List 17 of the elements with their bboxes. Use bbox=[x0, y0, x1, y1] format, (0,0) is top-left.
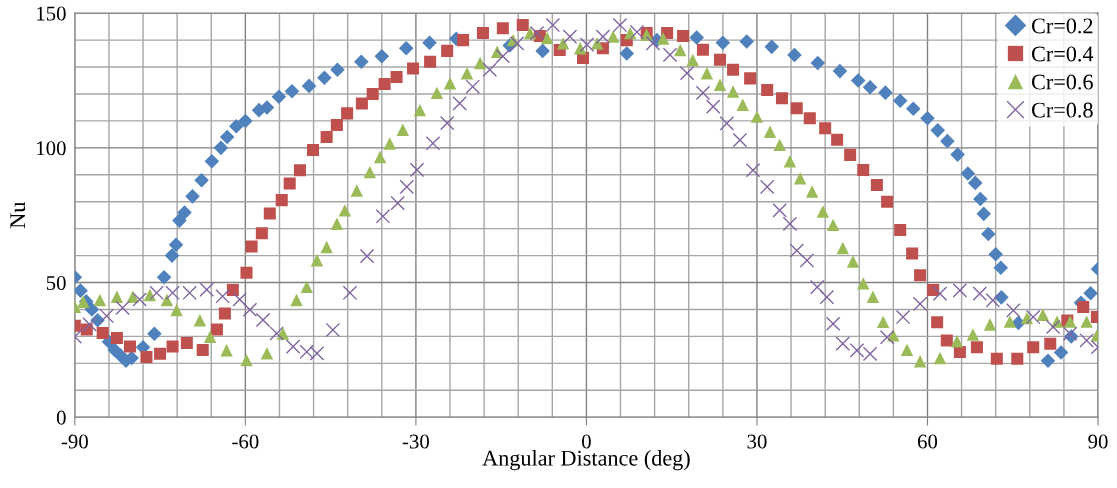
x-tick-label: 30 bbox=[747, 434, 767, 449]
legend-label: Cr=0.2 bbox=[1031, 18, 1093, 34]
x-tick-label: 0 bbox=[582, 434, 591, 449]
x-tick-label: -60 bbox=[232, 434, 259, 449]
x-tick-label: -90 bbox=[61, 434, 88, 449]
x-tick-label: 60 bbox=[917, 434, 938, 449]
y-tick-label: 0 bbox=[56, 410, 66, 425]
y-tick-label: 100 bbox=[37, 141, 66, 156]
y-tick-label: 50 bbox=[46, 275, 66, 290]
x-tick-label: 90 bbox=[1088, 434, 1108, 449]
legend-label: Cr=0.8 bbox=[1031, 102, 1093, 118]
x-tick-label: -30 bbox=[402, 434, 429, 449]
legend-label: Cr=0.6 bbox=[1031, 74, 1093, 90]
legend-label: Cr=0.4 bbox=[1031, 46, 1094, 62]
x-axis-title: Angular Distance (deg) bbox=[482, 450, 690, 471]
y-axis-title: Nu bbox=[10, 202, 26, 229]
y-tick-label: 150 bbox=[37, 6, 66, 21]
